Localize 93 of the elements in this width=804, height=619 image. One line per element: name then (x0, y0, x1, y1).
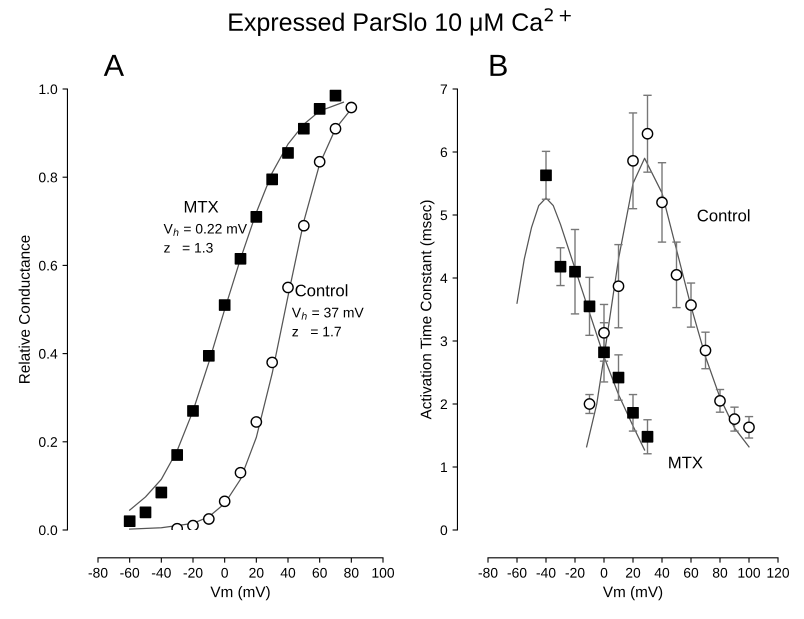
y-tick-label: 0 (440, 525, 448, 536)
point (569, 266, 581, 278)
x-tick-label: -60 (120, 568, 140, 578)
x-tick-label: 120 (767, 568, 790, 578)
point (140, 506, 152, 518)
point (330, 122, 342, 135)
y-tick-label: 7 (440, 84, 448, 94)
x-tick-label: 100 (738, 568, 760, 578)
series-label: MTX (184, 201, 218, 212)
point (345, 102, 358, 114)
point (656, 196, 668, 208)
point (187, 520, 199, 530)
annotation: V$_{h}$ = 0.22 mV z = 1.3 (164, 224, 247, 253)
point (598, 326, 610, 339)
y-tick-label: 5 (440, 210, 448, 220)
point (298, 122, 310, 135)
y-axis-title: Relative Conductance (18, 235, 30, 383)
chart-title: Expressed ParSlo 10 μM Ca$^{2+}$ (229, 8, 571, 36)
point (598, 346, 610, 358)
point (714, 395, 726, 407)
x-axis-title: Vm (mV) (602, 586, 662, 600)
x-tick-label: -80 (88, 568, 108, 578)
point (266, 174, 278, 186)
x-tick-label: -20 (566, 568, 584, 578)
point (202, 513, 215, 525)
annotation: V$_{h}$ = 37 mV z = 1.7 (292, 308, 364, 336)
x-tick-label: -80 (478, 568, 498, 578)
point (314, 156, 326, 168)
point (171, 449, 184, 461)
x-axis-title: Vm (mV) (210, 586, 270, 600)
text: A (104, 54, 124, 76)
y-tick-label: 3 (440, 336, 448, 346)
y-tick-label: 0.4 (38, 348, 58, 359)
point (642, 128, 654, 140)
series-label: MTX (669, 456, 703, 468)
y-tick-label: 2 (440, 399, 448, 410)
x-tick-label: 60 (312, 568, 327, 578)
point (685, 299, 697, 311)
point (627, 154, 639, 167)
point (218, 299, 231, 311)
point (584, 398, 596, 410)
point (612, 280, 624, 292)
point (282, 282, 294, 294)
y-tick-label: 0.0 (38, 525, 58, 536)
point (250, 211, 262, 223)
y-axis-title: Activation Time Constant (msec) (420, 200, 434, 420)
point (234, 252, 246, 265)
point (728, 413, 740, 425)
x-tick-label: 40 (654, 568, 670, 578)
point (234, 466, 246, 479)
point (282, 147, 294, 159)
x-tick-label: -40 (536, 568, 556, 578)
point (202, 350, 215, 362)
point (540, 169, 552, 182)
point (642, 430, 654, 443)
x-tick-label: 20 (626, 568, 640, 578)
y-tick-label: 6 (440, 147, 448, 158)
x-tick-label: 100 (372, 568, 394, 578)
x-tick-label: 40 (280, 568, 296, 578)
point (187, 405, 199, 417)
series-label: Control (698, 209, 750, 222)
x-tick-label: -20 (184, 568, 202, 578)
x-tick-label: 20 (249, 568, 264, 578)
point (124, 515, 136, 528)
x-tick-label: 0 (221, 568, 228, 578)
y-tick-label: 4 (440, 273, 448, 284)
point (743, 421, 755, 434)
x-tick-label: 60 (684, 568, 698, 578)
y-tick-label: 1 (441, 462, 448, 472)
x-tick-label: -60 (508, 568, 526, 578)
y-tick-label: 0.8 (38, 172, 58, 182)
point (627, 406, 639, 419)
point (554, 260, 566, 273)
point (330, 90, 342, 102)
point (670, 269, 682, 281)
text: B (490, 54, 507, 76)
point (155, 486, 168, 498)
x-tick-label: -40 (152, 568, 171, 578)
y-tick-label: 0.2 (38, 437, 58, 447)
point (250, 416, 262, 428)
point (314, 103, 326, 115)
y-tick-label: 0.6 (38, 260, 58, 271)
point (700, 344, 712, 356)
point (218, 495, 231, 508)
point (298, 220, 310, 232)
x-tick-label: 80 (712, 568, 728, 578)
point (612, 372, 624, 384)
point (266, 356, 278, 368)
series-label: Control (295, 284, 348, 296)
x-tick-label: 80 (344, 568, 359, 578)
y-tick-label: 1.0 (39, 84, 58, 94)
point (584, 300, 596, 312)
x-tick-label: 0 (600, 568, 608, 578)
